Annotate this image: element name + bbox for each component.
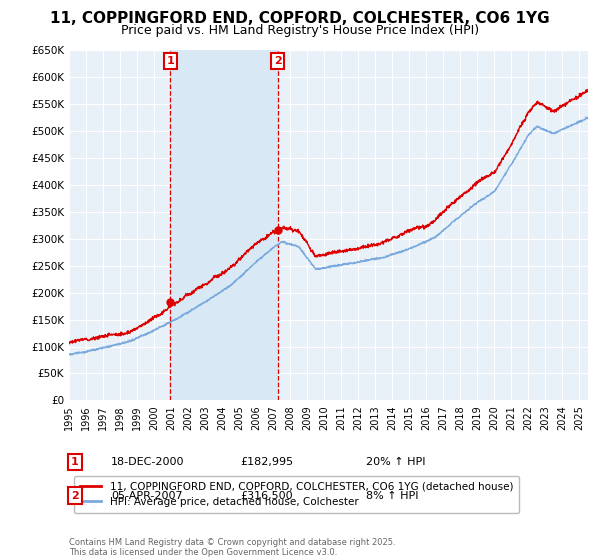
Text: Price paid vs. HM Land Registry's House Price Index (HPI): Price paid vs. HM Land Registry's House … (121, 24, 479, 37)
Text: 2: 2 (71, 491, 79, 501)
Bar (170, 50, 278, 400)
Text: 1: 1 (71, 457, 79, 467)
Text: 05-APR-2007: 05-APR-2007 (111, 491, 182, 501)
Text: 20% ↑ HPI: 20% ↑ HPI (366, 457, 425, 467)
Text: £182,995: £182,995 (240, 457, 293, 467)
Text: 8% ↑ HPI: 8% ↑ HPI (366, 491, 419, 501)
Text: 11, COPPINGFORD END, COPFORD, COLCHESTER, CO6 1YG: 11, COPPINGFORD END, COPFORD, COLCHESTER… (50, 11, 550, 26)
Text: Contains HM Land Registry data © Crown copyright and database right 2025.
This d: Contains HM Land Registry data © Crown c… (69, 538, 395, 557)
Text: £316,500: £316,500 (240, 491, 293, 501)
Legend: 11, COPPINGFORD END, COPFORD, COLCHESTER, CO6 1YG (detached house), HPI: Average: 11, COPPINGFORD END, COPFORD, COLCHESTER… (74, 475, 520, 514)
Text: 2: 2 (274, 56, 281, 66)
Text: 18-DEC-2000: 18-DEC-2000 (111, 457, 185, 467)
Text: 1: 1 (167, 56, 174, 66)
